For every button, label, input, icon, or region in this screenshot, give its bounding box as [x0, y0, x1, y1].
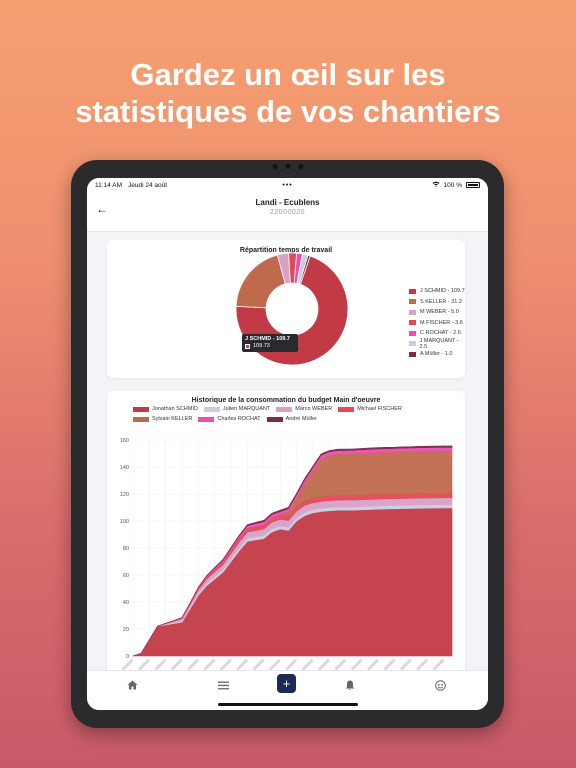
page-title: Landi - Ecublens: [255, 198, 320, 207]
legend-swatch: [133, 416, 149, 422]
pie-legend-item[interactable]: M WEBER - 5.0: [409, 307, 465, 318]
legend-label: Michael FISCHER: [357, 406, 402, 412]
add-button[interactable]: +: [277, 674, 296, 693]
legend-label: Marco WEBER: [295, 406, 333, 412]
bottom-tab-bar: +: [87, 670, 488, 710]
pie-legend-item[interactable]: A Müller - 1.0: [409, 349, 465, 360]
legend-label: S KELLER - 31.2: [420, 298, 462, 305]
multitask-dots[interactable]: •••: [282, 181, 293, 189]
area-legend-item[interactable]: Julien MARQUANT: [203, 405, 271, 413]
legend-swatch: [409, 341, 416, 347]
back-arrow-icon[interactable]: ←: [96, 202, 108, 216]
area-chart-card: Historique de la consommation du budget …: [107, 391, 465, 681]
camera: [272, 164, 303, 169]
legend-label: M WEBER - 5.0: [420, 309, 459, 316]
menu-icon: [217, 681, 229, 689]
legend-label: Jonathan SCHMID: [152, 406, 198, 412]
legend-label: M FISCHER - 3.6: [420, 319, 463, 326]
legend-label: Sylvain KELLER: [152, 416, 193, 422]
area-legend-item[interactable]: André Müller: [266, 415, 317, 423]
pie-legend-item[interactable]: M FISCHER - 3.6: [409, 318, 465, 329]
status-date: Jeudi 24 août: [127, 181, 168, 189]
legend-swatch: [409, 288, 416, 294]
plus-icon: +: [282, 676, 291, 691]
legend-swatch: [276, 406, 293, 412]
pie-legend: J SCHMID - 109.7 S KELLER - 31.2 M WEBER -…: [409, 286, 465, 360]
tab-profile[interactable]: [431, 677, 449, 693]
tooltip-swatch: [245, 343, 250, 349]
area-legend-item[interactable]: Charles ROCHAT: [198, 415, 261, 423]
legend-swatch: [409, 351, 416, 357]
battery-icon: [466, 182, 480, 188]
tooltip-title: J SCHMID - 109.7: [245, 336, 290, 342]
pie-slice-6[interactable]: [298, 254, 311, 285]
area-legend-item[interactable]: Sylvain KELLER: [133, 415, 192, 423]
pie-legend-item[interactable]: S KELLER - 31.2: [409, 297, 465, 308]
pie-slice-1[interactable]: [235, 254, 286, 309]
legend-swatch: [198, 416, 215, 422]
legend-label: J MARQUANT - 2.5: [419, 337, 459, 350]
page-subtitle: 22000020: [269, 209, 306, 216]
tab-notifications[interactable]: [341, 677, 359, 693]
pie-legend-item[interactable]: J MARQUANT - 2.5: [409, 337, 465, 350]
pie-legend-item[interactable]: J SCHMID - 109.7: [409, 286, 465, 297]
status-bar: 11:14 AM Jeudi 24 août ••• 100 %: [87, 178, 488, 192]
area-chart-title: Historique de la consommation du budget …: [191, 397, 381, 404]
legend-swatch: [409, 299, 416, 305]
legend-swatch: [266, 416, 283, 422]
tooltip-value: 109.73: [253, 343, 270, 349]
area-legend-item[interactable]: Jonathan SCHMID: [133, 405, 198, 413]
legend-swatch: [409, 330, 416, 336]
bell-icon: [345, 680, 355, 690]
legend-label: J SCHMID - 109.7: [420, 288, 465, 295]
legend-swatch: [203, 406, 220, 412]
pie-chart-card: Répartition temps de travail J SCHMID - …: [107, 240, 465, 378]
status-time: 11:14 AM: [95, 181, 122, 189]
home-indicator: [217, 703, 358, 706]
legend-swatch: [409, 320, 416, 326]
legend-swatch: [133, 406, 149, 412]
wifi-icon: [432, 181, 440, 189]
legend-label: C ROCHAT - 2.6: [420, 330, 461, 337]
tab-list[interactable]: [214, 677, 232, 693]
legend-swatch: [338, 406, 355, 412]
legend-swatch: [409, 309, 416, 315]
pie-chart-title: Répartition temps de travail: [239, 247, 333, 254]
page-header: ← Landi - Ecublens 22000020: [87, 192, 488, 232]
area-legend-item[interactable]: Michael FISCHER: [338, 405, 402, 413]
area-legend: Jonathan SCHMID Julien MARQUANT Marco WEBE…: [133, 405, 433, 423]
tablet-frame: 11:14 AM Jeudi 24 août ••• 100 % ← Landi…: [71, 160, 504, 728]
profile-icon: [434, 679, 446, 691]
legend-label: Charles ROCHAT: [217, 416, 261, 422]
pie-tooltip: J SCHMID - 109.7 109.73: [242, 334, 298, 352]
promo-line-2: statistiques de vos chantiers: [75, 94, 501, 129]
pie-legend-item[interactable]: C ROCHAT - 2.6: [409, 328, 465, 339]
app-screen: 11:14 AM Jeudi 24 août ••• 100 % ← Landi…: [87, 178, 488, 710]
legend-label: A Müller - 1.0: [420, 351, 453, 358]
promo-headline: Gardez un œil sur les statistiques de vo…: [0, 56, 576, 130]
promo-line-1: Gardez un œil sur les: [130, 57, 446, 92]
area-legend-item[interactable]: Marco WEBER: [276, 405, 332, 413]
home-icon: [127, 680, 137, 690]
battery-percent: 100 %: [443, 181, 462, 189]
tab-home[interactable]: [123, 677, 141, 693]
legend-label: André Müller: [285, 416, 317, 422]
legend-label: Julien MARQUANT: [222, 406, 271, 412]
